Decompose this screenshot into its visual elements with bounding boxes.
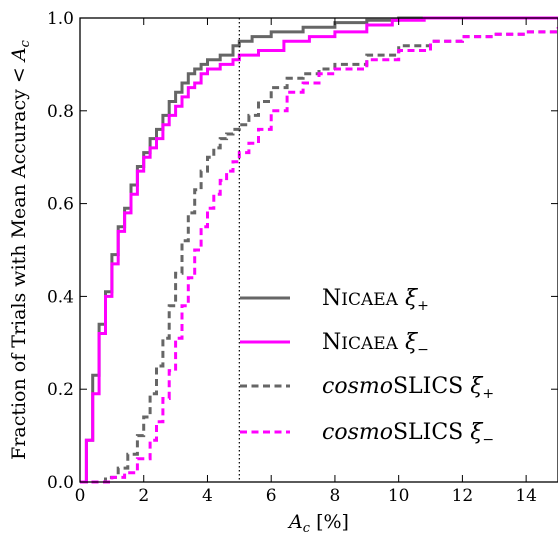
series-line-2 bbox=[80, 16, 558, 484]
legend-label-4: cosmoSLICS ξ− bbox=[322, 420, 494, 448]
legend-label-3: cosmoSLICS ξ+ bbox=[322, 374, 494, 402]
y-tick-label: 0.8 bbox=[47, 102, 74, 122]
x-tick-label: 6 bbox=[266, 486, 277, 506]
x-tick-label: 12 bbox=[452, 486, 474, 506]
x-tick-label: 14 bbox=[515, 486, 537, 506]
x-tick-label: 0 bbox=[75, 486, 86, 506]
legend-label-2: NICAEA ξ− bbox=[322, 330, 429, 358]
y-tick-label: 0.6 bbox=[47, 195, 74, 215]
legend: NICAEA ξ+ NICAEA ξ− cosmoSLICS ξ+ cosmoSLIC… bbox=[240, 286, 494, 448]
series-line-1 bbox=[80, 16, 558, 484]
y-tick-label: 0.2 bbox=[47, 380, 74, 400]
x-tick-label: 2 bbox=[138, 486, 149, 506]
series-layer bbox=[80, 16, 558, 484]
axis-ticks: 0 2 4 6 8 10 12 14 0.0 0.2 0.4 0.6 0.8 1.0 bbox=[47, 9, 558, 506]
y-tick-label: 0.0 bbox=[47, 473, 74, 493]
x-axis-label: Ac [%] bbox=[287, 511, 349, 536]
legend-label-1: NICAEA ξ+ bbox=[322, 286, 429, 314]
x-tick-label: 10 bbox=[388, 486, 410, 506]
x-tick-label: 4 bbox=[202, 486, 213, 506]
y-tick-label: 0.4 bbox=[47, 287, 74, 307]
plot-frame bbox=[79, 17, 558, 483]
series-line-4 bbox=[80, 27, 558, 484]
series-line-3 bbox=[80, 29, 558, 484]
x-tick-label: 8 bbox=[330, 486, 341, 506]
y-tick-label: 1.0 bbox=[47, 9, 74, 29]
y-axis-label: Fraction of Trials with Mean Accuracy < … bbox=[8, 39, 33, 460]
